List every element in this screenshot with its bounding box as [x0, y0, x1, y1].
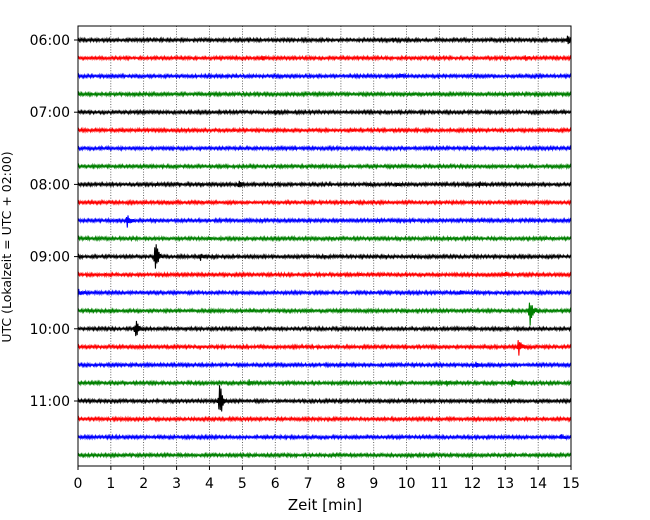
seismogram-trace: [77, 180, 572, 189]
seismogram-trace: [77, 108, 572, 116]
seismogram-trace: [77, 433, 572, 441]
y-tick-label: 11:00: [30, 394, 70, 410]
seismogram-trace: [77, 244, 572, 269]
seismogram-trace: [77, 144, 572, 152]
x-tick-label: 12: [463, 476, 481, 492]
x-axis: 0 1 2 3 4 5 6 7 8 9 10 11 12 13 14 15: [74, 466, 580, 492]
y-tick-label: 10:00: [30, 322, 70, 338]
seismogram-trace: [77, 320, 572, 337]
x-tick-label: 14: [529, 476, 547, 492]
seismogram-trace: [77, 126, 572, 134]
x-tick-label: 8: [336, 476, 345, 492]
x-tick-label: 13: [496, 476, 514, 492]
seismogram-trace: [77, 270, 572, 279]
x-tick-label: 2: [139, 476, 148, 492]
x-tick-label: 11: [431, 476, 449, 492]
seismogram-trace: [77, 54, 572, 62]
x-tick-label: 9: [369, 476, 378, 492]
seismogram-trace: [77, 90, 572, 98]
x-tick-label: 7: [304, 476, 313, 492]
seismogram-trace: [77, 451, 572, 459]
x-tick-label: 5: [238, 476, 247, 492]
seismogram-trace: [77, 302, 572, 326]
x-axis-label: Zeit [min]: [288, 496, 362, 514]
trace-group: [77, 35, 572, 459]
seismogram-trace: [77, 415, 572, 423]
seismogram-trace: [77, 288, 572, 298]
y-tick-label: 07:00: [30, 105, 70, 121]
seismogram-trace: [77, 162, 572, 171]
y-tick-label: 09:00: [30, 250, 70, 266]
x-tick-label: 10: [398, 476, 416, 492]
seismogram-trace: [77, 234, 572, 243]
x-tick-label: 1: [106, 476, 115, 492]
seismogram-trace: [77, 198, 572, 207]
y-tick-label: 06:00: [30, 33, 70, 49]
seismogram-trace: [77, 379, 572, 387]
x-tick-label: 3: [172, 476, 181, 492]
x-tick-label: 0: [74, 476, 83, 492]
x-tick-label: 4: [205, 476, 214, 492]
seismogram-trace: [77, 35, 572, 45]
x-tick-label: 15: [562, 476, 580, 492]
y-tick-label: 08:00: [30, 177, 70, 193]
seismogram-trace: [77, 215, 572, 228]
y-axis: 06:00 07:00 08:00 09:00 10:00 11:00: [30, 33, 78, 410]
x-tick-label: 6: [271, 476, 280, 492]
vertical-grid: [110, 26, 539, 466]
plot-frame: [77, 25, 572, 467]
seismogram-trace: [77, 385, 572, 412]
y-axis-label: UTC (Lokalzeit = UTC + 02:00): [0, 151, 14, 342]
seismogram-trace: [77, 361, 572, 369]
seismogram-trace: [77, 340, 572, 356]
seismogram-trace: [77, 72, 572, 80]
